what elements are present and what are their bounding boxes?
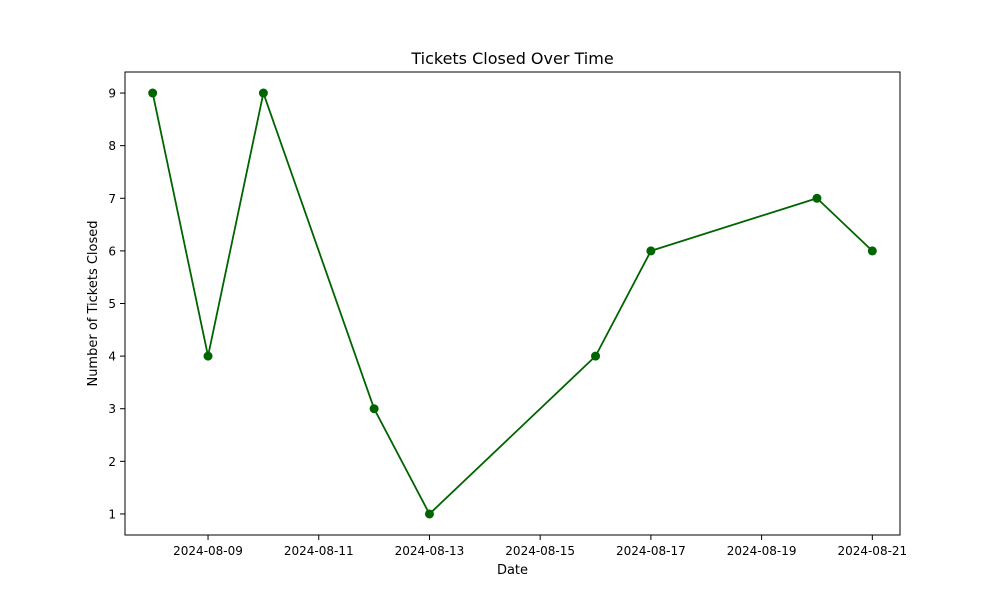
data-point (258, 88, 268, 98)
data-point (369, 404, 379, 414)
x-tick-label: 2024-08-15 (505, 544, 575, 558)
y-tick-label: 2 (108, 455, 116, 469)
y-tick-label: 8 (108, 139, 116, 153)
plot-area (148, 88, 877, 519)
data-point (203, 351, 213, 361)
y-tick-label: 5 (108, 297, 116, 311)
data-point (148, 88, 158, 98)
chart-title: Tickets Closed Over Time (410, 49, 613, 68)
x-tick-label: 2024-08-13 (395, 544, 465, 558)
data-point (591, 351, 601, 361)
x-tick-label: 2024-08-09 (173, 544, 243, 558)
x-tick-label: 2024-08-21 (837, 544, 907, 558)
x-tick-label: 2024-08-11 (284, 544, 354, 558)
y-tick-label: 4 (108, 350, 116, 364)
x-axis-label: Date (497, 563, 528, 578)
x-tick-label: 2024-08-17 (616, 544, 686, 558)
y-tick-label: 1 (108, 507, 116, 521)
data-point (867, 246, 877, 256)
y-tick-label: 3 (108, 402, 116, 416)
data-point (424, 509, 434, 519)
data-point (646, 246, 656, 256)
y-tick-label: 6 (108, 244, 116, 258)
y-axis-label: Number of Tickets Closed (86, 220, 101, 386)
y-tick-label: 9 (108, 87, 116, 101)
data-point (812, 193, 822, 203)
y-tick-label: 7 (108, 192, 116, 206)
x-tick-label: 2024-08-19 (727, 544, 797, 558)
